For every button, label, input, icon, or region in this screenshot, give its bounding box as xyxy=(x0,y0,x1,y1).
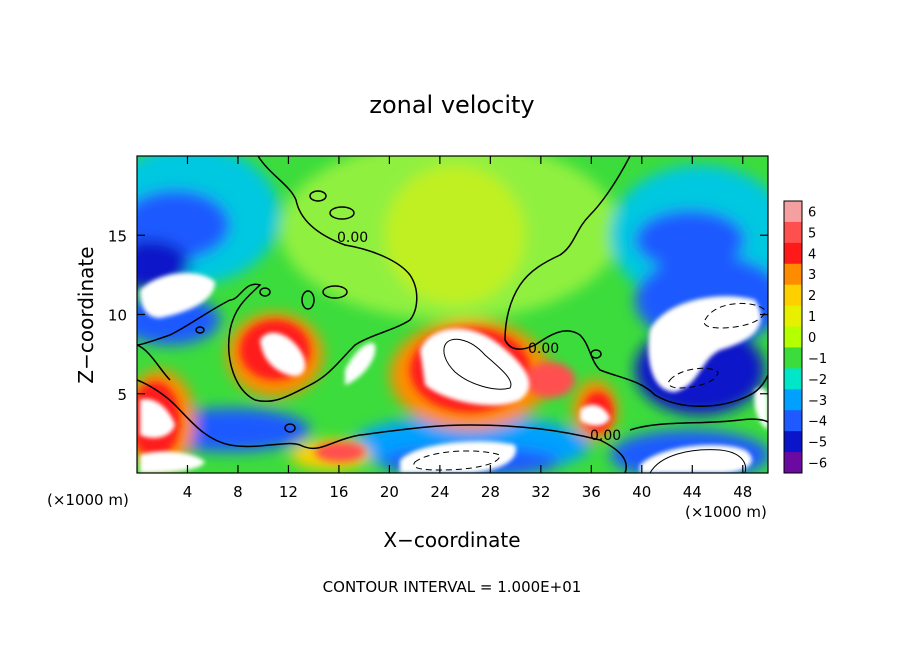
colorbar-swatch xyxy=(784,389,802,411)
colorbar-swatch xyxy=(784,326,802,348)
colorbar-label: −5 xyxy=(808,436,827,451)
x-axis-label: X−coordinate xyxy=(383,528,520,552)
contour-label: 0.00 xyxy=(337,230,368,246)
y-axis: 5 10 15 xyxy=(108,227,768,404)
colorbar-label: 1 xyxy=(808,310,816,325)
zero-contour-right xyxy=(504,156,768,407)
positive-contour-lower-right xyxy=(649,449,747,473)
x-scale-note-left: (×1000 m) xyxy=(47,491,129,509)
x-scale-note-right: (×1000 m) xyxy=(685,503,767,521)
colorbar-label: 4 xyxy=(808,247,816,262)
x-axis: 4 8 12 16 20 24 28 32 36 40 44 48 xyxy=(183,156,752,501)
y-tick-label: 10 xyxy=(108,307,127,325)
velocity-field xyxy=(137,156,768,473)
x-tick-label: 48 xyxy=(733,483,752,501)
colorbar-label: 3 xyxy=(808,268,816,283)
x-tick-label: 12 xyxy=(279,483,298,501)
x-tick-label: 8 xyxy=(233,483,243,501)
contour-label: 0.00 xyxy=(590,428,621,444)
negative-contour-c xyxy=(413,450,501,471)
negative-contour xyxy=(703,302,766,329)
colorbar-swatch xyxy=(784,368,802,390)
x-tick-label: 24 xyxy=(430,483,449,501)
colorbar-label: −1 xyxy=(808,352,827,367)
colorbar-swatch xyxy=(784,431,802,453)
x-tick-label: 40 xyxy=(632,483,651,501)
x-tick-label: 20 xyxy=(380,483,399,501)
y-tick-label: 15 xyxy=(108,227,127,245)
colorbar-label: −4 xyxy=(808,415,827,430)
colorbar-label: 6 xyxy=(808,205,816,220)
negative-contour-b xyxy=(667,367,719,389)
contour-labels: 0.00 0.00 0.00 xyxy=(337,230,621,444)
colorbar-swatch xyxy=(784,410,802,432)
colorbar-swatch xyxy=(784,305,802,328)
colorbar-label: −3 xyxy=(808,394,827,409)
positive-contour xyxy=(443,338,512,390)
y-tick-label: 5 xyxy=(117,386,127,404)
y-axis-label: Z−coordinate xyxy=(74,246,98,383)
colorbar-frame xyxy=(783,200,803,474)
contour-label: 0.00 xyxy=(528,341,559,357)
colorbar-swatch xyxy=(784,347,802,369)
x-tick-label: 16 xyxy=(329,483,348,501)
zero-contour-lower xyxy=(137,379,627,473)
x-tick-label: 28 xyxy=(481,483,500,501)
colorbar-label: 0 xyxy=(808,331,816,346)
colorbar-swatch xyxy=(784,201,802,223)
chart-title: zonal velocity xyxy=(369,91,534,119)
colorbar-swatch xyxy=(784,452,802,474)
x-tick-label: 44 xyxy=(683,483,702,501)
x-tick-label: 32 xyxy=(531,483,550,501)
contour-lines xyxy=(137,156,768,473)
colorbar-label: −2 xyxy=(808,373,827,388)
colorbar-label: 5 xyxy=(808,226,816,241)
zero-contour-upper-left-b xyxy=(137,344,171,381)
colorbar-swatch xyxy=(784,263,802,286)
colorbar-swatch xyxy=(784,221,802,244)
contour-interval-footer: CONTOUR INTERVAL = 1.000E+01 xyxy=(323,578,582,596)
colorbar-swatch xyxy=(784,242,802,265)
colorbar-label: 2 xyxy=(808,289,816,304)
zero-contour-upper xyxy=(137,156,418,402)
zero-contour-lower-right xyxy=(629,418,768,431)
colorbar-label: −6 xyxy=(808,457,827,472)
x-tick-label: 4 xyxy=(183,483,193,501)
colorbar-swatch xyxy=(784,284,802,307)
colorbar: 6 5 4 3 2 1 0 −1 −2 −3 −4 −5 −6 xyxy=(783,200,827,474)
x-tick-label: 36 xyxy=(582,483,601,501)
